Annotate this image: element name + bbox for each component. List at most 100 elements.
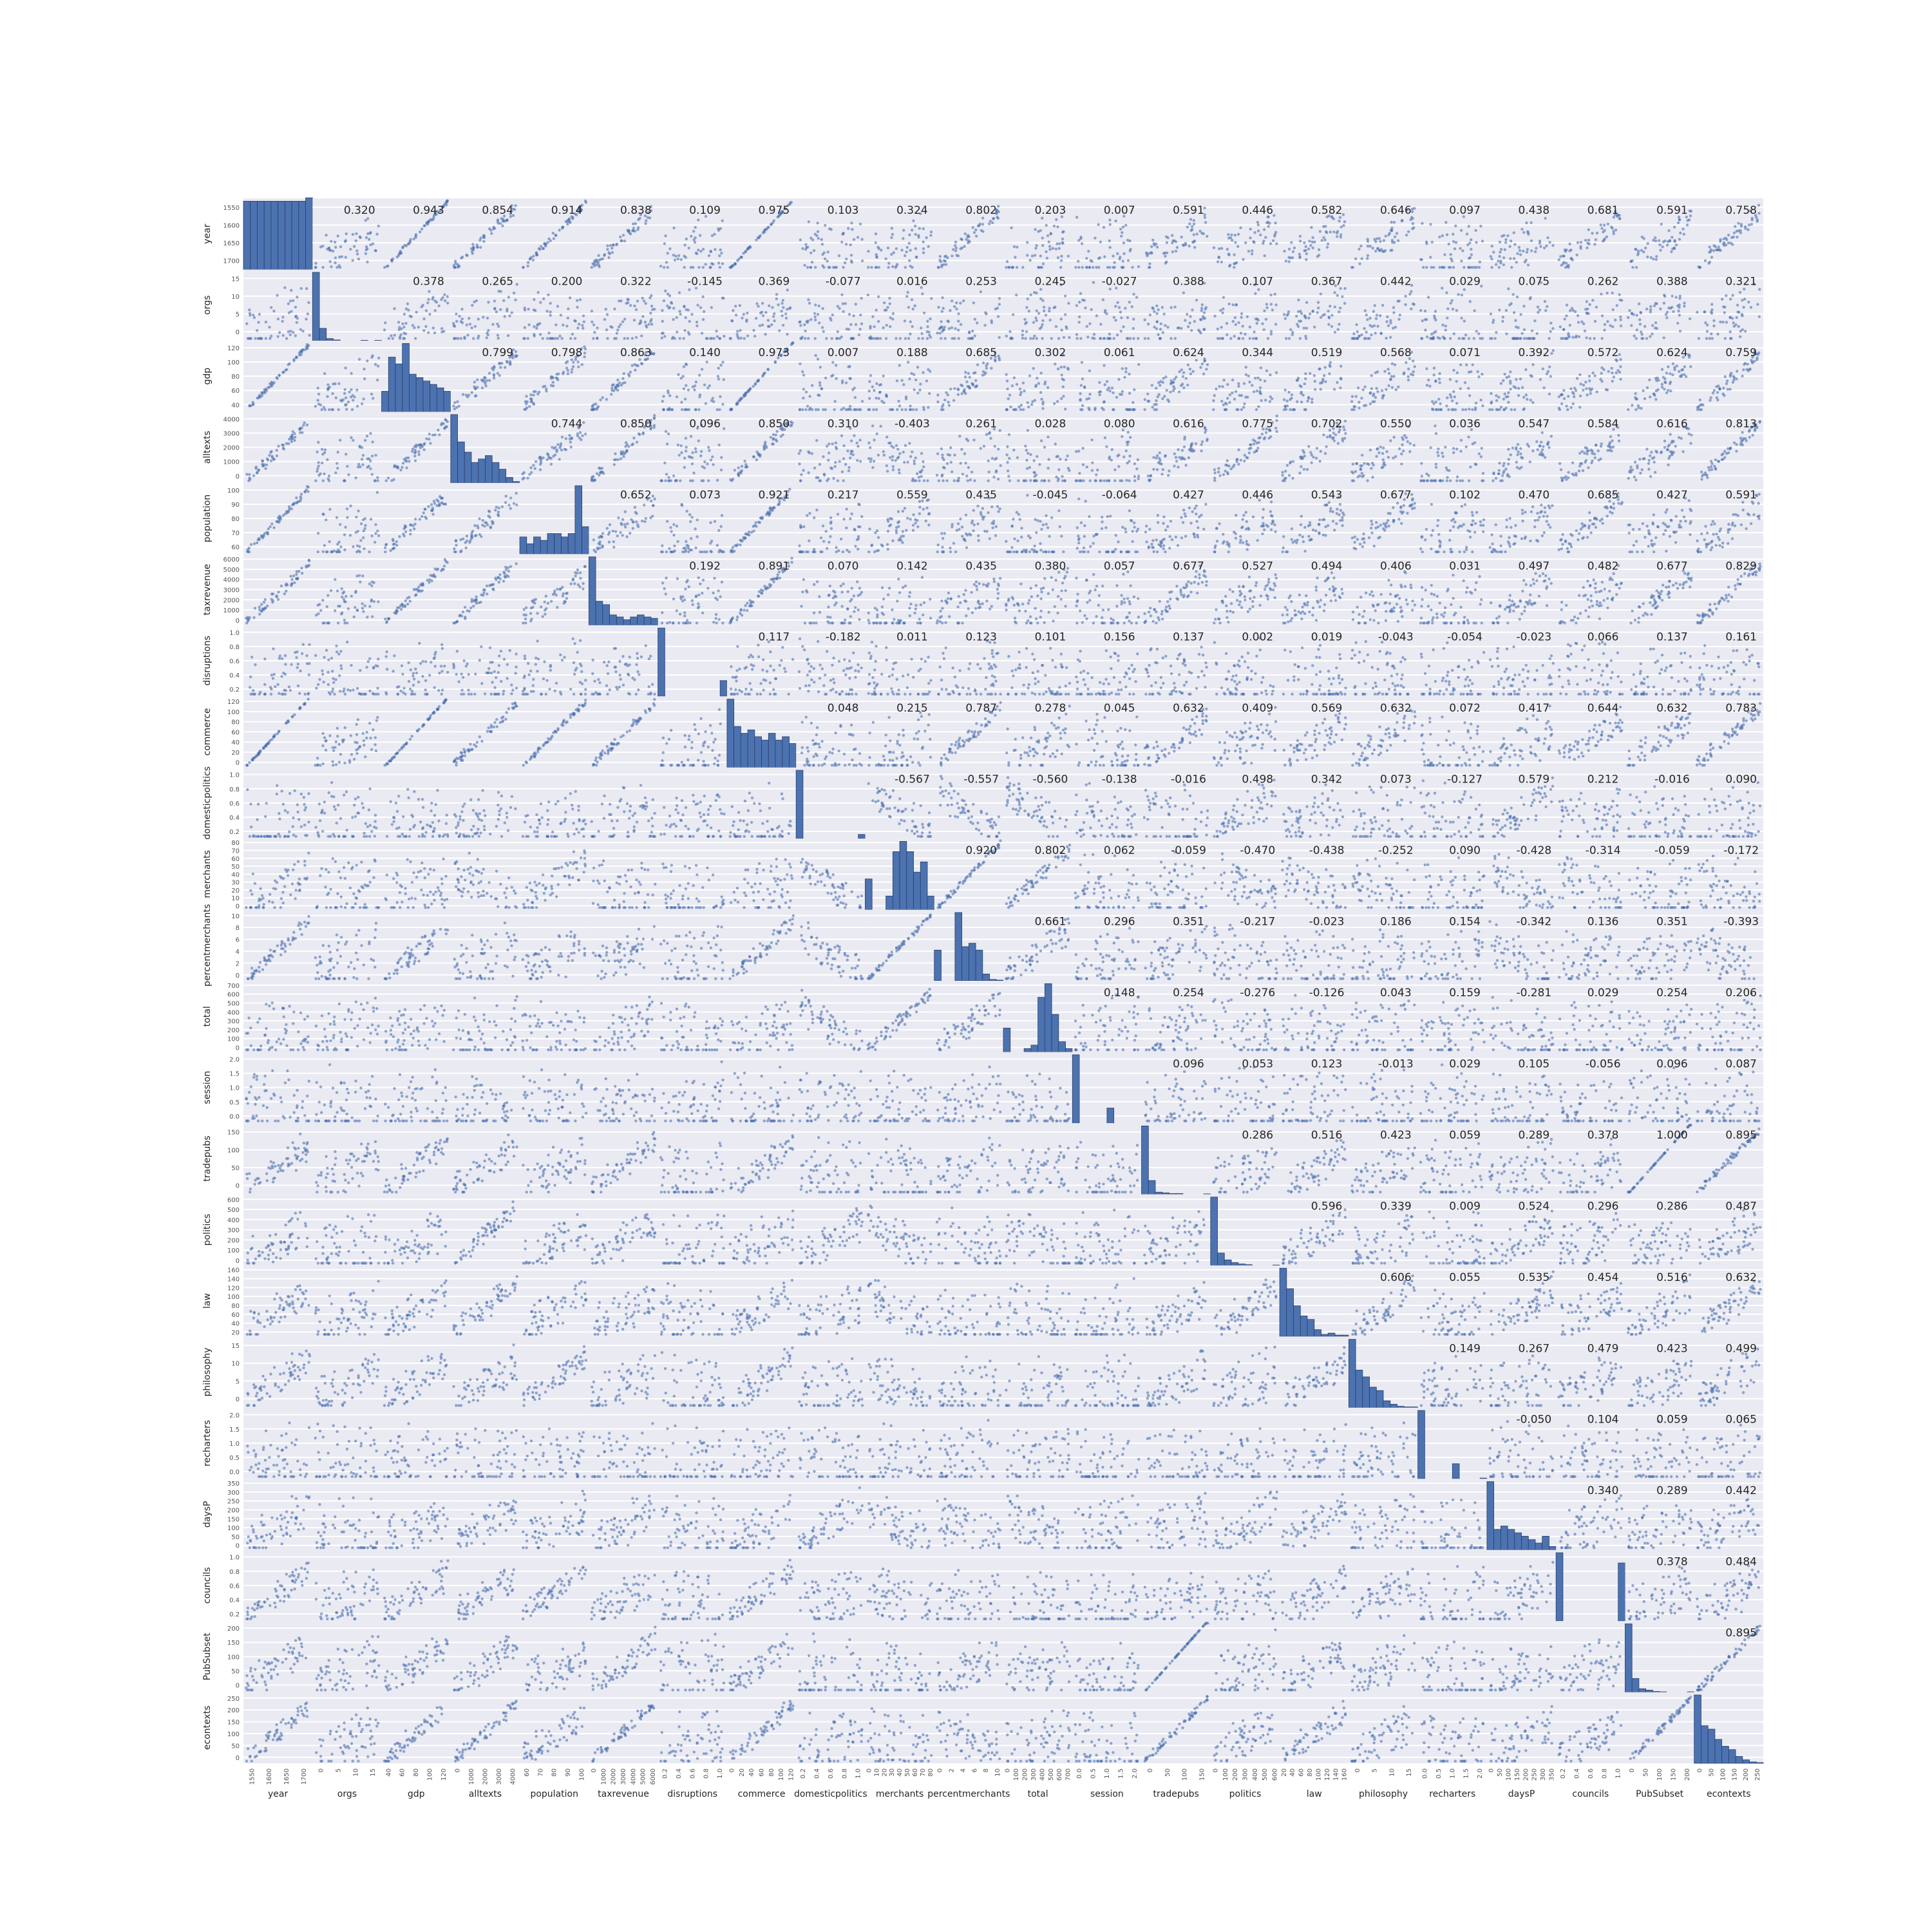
data-point — [1718, 388, 1721, 390]
data-point — [1170, 337, 1172, 339]
data-point — [1744, 330, 1747, 332]
data-point — [571, 368, 573, 370]
data-point — [1018, 406, 1020, 408]
data-point — [1404, 295, 1406, 298]
data-point — [952, 248, 954, 251]
data-point — [626, 298, 629, 300]
data-point — [1757, 212, 1760, 214]
data-point — [1248, 381, 1251, 383]
data-point — [611, 247, 613, 249]
data-point — [615, 243, 618, 246]
data-point — [1204, 359, 1206, 362]
data-point — [1202, 317, 1205, 319]
data-point — [605, 328, 608, 331]
data-point — [649, 312, 652, 314]
data-point — [532, 259, 535, 261]
data-point — [281, 371, 284, 374]
data-point — [1407, 379, 1410, 381]
data-point — [1081, 266, 1084, 269]
data-point — [1704, 260, 1707, 262]
data-point — [539, 463, 542, 466]
data-point — [1246, 316, 1249, 318]
data-point — [871, 424, 874, 427]
data-point — [752, 329, 755, 332]
data-point — [801, 370, 804, 373]
data-point — [1146, 252, 1148, 255]
data-point — [1247, 250, 1250, 252]
data-point — [905, 295, 908, 298]
cell-background — [243, 269, 312, 340]
data-point — [1253, 231, 1256, 234]
data-point — [667, 252, 669, 254]
cell-year-law: 0.582 — [1280, 198, 1349, 269]
data-point — [811, 261, 813, 263]
data-point — [633, 305, 636, 307]
correlation-label: 0.624 — [1173, 346, 1204, 359]
data-point — [1219, 309, 1222, 312]
data-point — [288, 363, 290, 365]
data-point — [842, 310, 844, 313]
data-point — [1603, 328, 1605, 331]
data-point — [761, 323, 764, 326]
data-point — [1220, 326, 1222, 328]
data-point — [1160, 323, 1162, 325]
data-point — [1259, 386, 1262, 389]
data-point — [1323, 238, 1326, 241]
data-point — [1189, 315, 1191, 317]
data-point — [1234, 234, 1236, 236]
data-point — [1461, 408, 1464, 411]
data-point — [976, 384, 978, 387]
data-point — [1274, 323, 1277, 325]
data-point — [875, 408, 878, 411]
data-point — [937, 266, 940, 269]
data-point — [245, 473, 248, 475]
data-point — [1188, 245, 1190, 247]
data-point — [1182, 292, 1185, 294]
data-point — [1103, 383, 1106, 386]
data-point — [662, 395, 665, 397]
data-point — [1654, 236, 1656, 239]
correlation-label: 0.624 — [1656, 346, 1688, 359]
data-point — [1465, 363, 1468, 366]
data-point — [1084, 307, 1086, 309]
data-point — [1519, 249, 1521, 252]
data-point — [819, 384, 821, 386]
data-point — [1137, 363, 1140, 366]
data-point — [570, 437, 573, 439]
data-point — [1633, 334, 1635, 337]
data-point — [926, 479, 929, 482]
data-point — [1269, 374, 1271, 376]
data-point — [1253, 330, 1255, 333]
data-point — [446, 301, 449, 304]
data-point — [1381, 395, 1384, 397]
data-point — [1442, 336, 1444, 338]
data-point — [299, 428, 301, 431]
data-point — [1095, 314, 1098, 317]
data-point — [613, 463, 616, 466]
data-point — [476, 379, 478, 381]
data-point — [739, 304, 741, 307]
data-point — [1311, 236, 1314, 239]
data-point — [463, 337, 466, 339]
data-point — [1016, 266, 1018, 269]
data-point — [582, 421, 585, 424]
cell-orgs-tradepubs: 0.388 — [1142, 269, 1211, 340]
data-point — [827, 251, 829, 253]
data-point — [483, 376, 486, 379]
data-point — [591, 321, 593, 323]
data-point — [1093, 333, 1095, 336]
data-point — [913, 462, 916, 465]
data-point — [452, 404, 455, 407]
data-point — [349, 248, 352, 251]
data-point — [1197, 328, 1200, 331]
data-point — [270, 306, 272, 308]
data-point — [1311, 397, 1313, 400]
data-point — [409, 238, 412, 240]
data-point — [1213, 315, 1216, 317]
data-point — [530, 401, 533, 403]
data-point — [368, 238, 370, 240]
data-point — [618, 325, 620, 328]
data-point — [1155, 387, 1157, 390]
data-point — [1045, 224, 1048, 227]
data-point — [614, 386, 617, 389]
